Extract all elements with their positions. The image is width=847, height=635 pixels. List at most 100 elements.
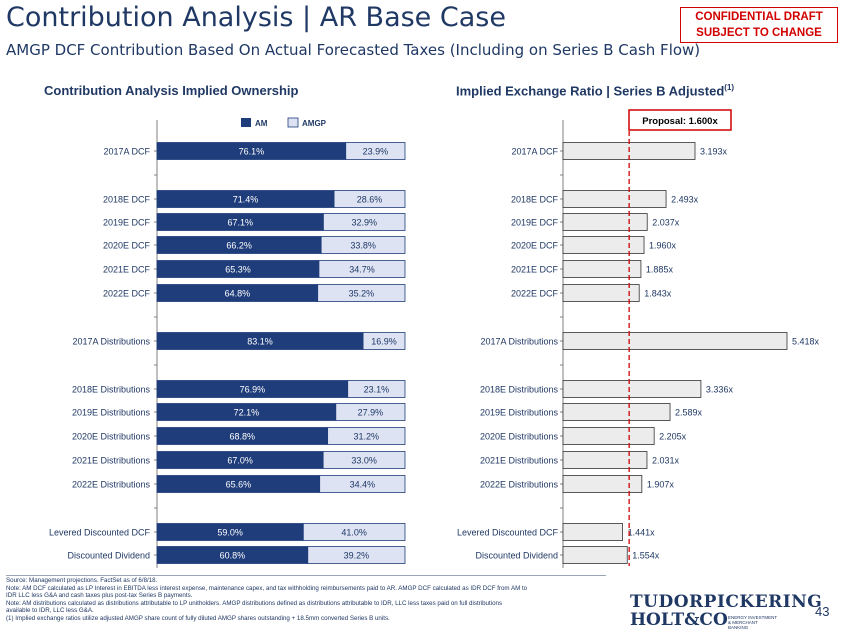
bar-ratio-2018e-distributions xyxy=(562,380,702,398)
right-category-label: 2019E DCF xyxy=(511,218,559,228)
bar-amgp-2020e-distributions xyxy=(327,427,406,445)
logo-line-1: TUDORPICKERING xyxy=(630,592,823,612)
right-category-label: 2021E DCF xyxy=(511,265,559,275)
bar-ratio-2022e-dcf xyxy=(562,284,640,302)
bar-amgp-2022e-dcf xyxy=(317,284,406,302)
bar-amgp-2022e-distributions xyxy=(319,475,406,493)
bar-amgp-2019e-distributions xyxy=(335,403,406,421)
right-category-label: 2019E Distributions xyxy=(480,408,559,418)
footnote-note-2b: available to IDR, LLC less G&A. xyxy=(6,607,94,615)
bar-amgp-discounted-dividend xyxy=(307,546,406,564)
data-label-amgp: 16.9% xyxy=(371,337,397,347)
data-label-amgp: 35.2% xyxy=(349,289,375,299)
left-chart-title: Contribution Analysis Implied Ownership xyxy=(44,83,299,98)
bar-amgp-2021e-dcf xyxy=(318,260,406,278)
left-category-label: 2018E Distributions xyxy=(72,385,151,395)
data-label-am: 59.0% xyxy=(217,528,243,538)
data-label-amgp: 27.9% xyxy=(358,408,384,418)
data-label-am: 83.1% xyxy=(247,337,273,347)
bar-ratio-levered-discounted-dcf xyxy=(562,523,623,541)
bar-ratio-2020e-dcf xyxy=(562,236,645,254)
data-label-amgp: 23.9% xyxy=(363,147,389,157)
bar-ratio-2017a-distributions xyxy=(562,332,788,350)
data-label-ratio: 1.441x xyxy=(628,528,656,538)
footnote-note-1a: Note: AM DCF calculated as LP Interest i… xyxy=(6,584,528,592)
bar-ratio-2020e-distributions xyxy=(562,427,655,445)
footnotes: Source: Management projections. FactSet … xyxy=(6,577,606,623)
bar-amgp-2018e-distributions xyxy=(347,380,406,398)
left-category-label: 2018E DCF xyxy=(103,195,151,205)
bar-amgp-2017a-distributions xyxy=(362,332,406,350)
left-category-label: 2017A Distributions xyxy=(72,337,150,347)
data-label-ratio: 3.193x xyxy=(700,147,728,157)
company-logo: TUDORPICKERING HOLT&CO ENERGY INVESTMENT… xyxy=(630,592,822,630)
legend-swatch-am xyxy=(241,118,251,127)
right-category-label: 2020E Distributions xyxy=(480,432,559,442)
bar-ratio-2019e-dcf xyxy=(562,213,648,231)
legend-label-am: AM xyxy=(255,119,268,128)
legend-label-amgp: AMGP xyxy=(302,119,327,128)
legend-swatch-amgp xyxy=(287,117,299,128)
data-label-ratio: 1.554x xyxy=(632,551,660,561)
data-label-ratio: 2.493x xyxy=(671,195,699,205)
bar-ratio-2021e-distributions xyxy=(562,451,648,469)
right-category-label: 2020E DCF xyxy=(511,241,559,251)
right-chart-title: Implied Exchange Ratio | Series B Adjust… xyxy=(456,83,734,98)
footnote-source: Source: Management projections. FactSet … xyxy=(6,577,158,584)
left-category-label: 2017A DCF xyxy=(103,147,150,157)
data-label-am: 67.1% xyxy=(227,218,253,228)
bar-ratio-discounted-dividend xyxy=(562,546,628,564)
left-category-label: 2019E DCF xyxy=(103,218,151,228)
left-category-label: 2020E DCF xyxy=(103,241,151,251)
data-label-amgp: 32.9% xyxy=(351,218,377,228)
data-label-ratio: 1.907x xyxy=(647,480,675,490)
footnote-note-2a: Note: AM distributions calculated as dis… xyxy=(6,599,503,607)
data-label-am: 66.2% xyxy=(226,241,252,251)
data-label-ratio: 2.037x xyxy=(652,218,680,228)
proposal-label-box xyxy=(628,109,732,131)
right-category-label: Discounted Dividend xyxy=(475,551,558,561)
footnote-note-1b: IDR LLC less G&A and cash taxes plus pos… xyxy=(6,592,193,600)
page-title: Contribution Analysis | AR Base Case xyxy=(6,2,506,33)
bar-ratio-2021e-dcf xyxy=(562,260,642,278)
left-category-label: 2021E DCF xyxy=(103,265,151,275)
confidential-line-1: CONFIDENTIAL DRAFT xyxy=(695,11,823,23)
right-chart-title-footnote: (1) xyxy=(724,83,735,92)
left-category-label: Levered Discounted DCF xyxy=(49,528,151,538)
logo-line-2: HOLT&CO xyxy=(630,610,728,630)
data-label-ratio: 2.205x xyxy=(659,432,687,442)
data-label-ratio: 5.418x xyxy=(792,337,820,347)
data-label-am: 76.9% xyxy=(240,385,266,395)
right-category-label: 2017A Distributions xyxy=(480,337,558,347)
bar-amgp-2019e-dcf xyxy=(323,213,406,231)
left-category-label: 2022E Distributions xyxy=(72,480,151,490)
data-label-am: 60.8% xyxy=(220,551,246,561)
data-label-amgp: 23.1% xyxy=(364,385,390,395)
data-label-amgp: 33.0% xyxy=(351,456,377,466)
data-label-ratio: 2.031x xyxy=(652,456,680,466)
bar-ratio-2022e-distributions xyxy=(562,475,643,493)
right-category-label: Levered Discounted DCF xyxy=(457,528,559,538)
bar-amgp-2021e-distributions xyxy=(322,451,406,469)
proposal-label: Proposal: 1.600x xyxy=(642,116,718,127)
right-category-label: 2021E Distributions xyxy=(480,456,559,466)
data-label-am: 64.8% xyxy=(225,289,251,299)
data-label-amgp: 34.7% xyxy=(349,265,375,275)
data-label-ratio: 2.589x xyxy=(675,408,703,418)
bar-amgp-2020e-dcf xyxy=(320,236,406,254)
data-label-am: 67.0% xyxy=(227,456,253,466)
page-subtitle: AMGP DCF Contribution Based On Actual Fo… xyxy=(6,41,701,59)
footnote-note-3: (1) Implied exchange ratios utilize adju… xyxy=(6,614,390,622)
footer-divider xyxy=(6,575,606,576)
data-label-am: 68.8% xyxy=(230,432,256,442)
left-category-label: Discounted Dividend xyxy=(67,551,150,561)
confidential-line-2: SUBJECT TO CHANGE xyxy=(696,27,822,39)
right-category-label: 2017A DCF xyxy=(511,147,558,157)
data-label-amgp: 33.8% xyxy=(350,241,376,251)
data-label-amgp: 28.6% xyxy=(357,195,383,205)
right-category-label: 2018E DCF xyxy=(511,195,559,205)
bar-amgp-2018e-dcf xyxy=(333,190,406,208)
data-label-ratio: 1.960x xyxy=(649,241,677,251)
data-label-amgp: 41.0% xyxy=(341,528,367,538)
data-label-ratio: 1.885x xyxy=(646,265,674,275)
